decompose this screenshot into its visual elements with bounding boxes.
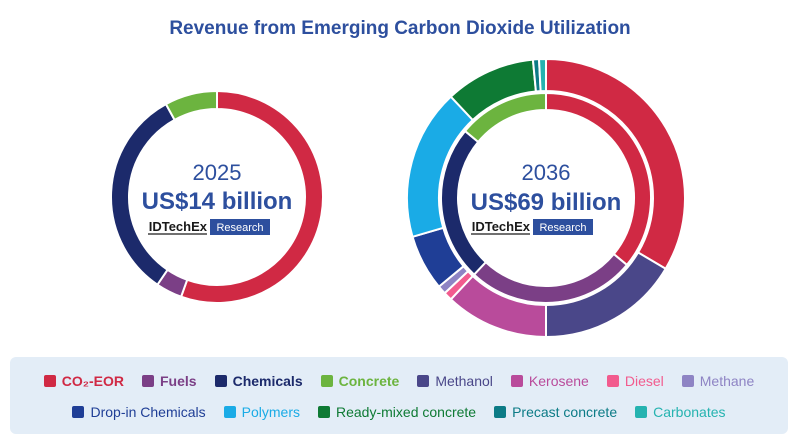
legend-label-methane: Methane: [699, 373, 755, 389]
legend-label-co2-eor: CO₂-EOR: [61, 373, 124, 389]
legend-item-polymers: Polymers: [223, 404, 300, 420]
donut-2025-year: 2025: [193, 160, 242, 185]
legend-label-kerosene: Kerosene: [528, 373, 589, 389]
donut-2025-idtechex-logo: IDTechEx Research: [148, 219, 270, 235]
donut-2036-brand-name: IDTechEx: [472, 219, 531, 234]
legend-item-chemicals: Chemicals: [214, 373, 303, 389]
donut-2025-brand-tag: Research: [216, 222, 263, 234]
legend-item-methanol: Methanol: [417, 373, 493, 389]
legend-row-2: Drop-in Chemicals Polymers Ready-mixed con…: [10, 404, 788, 420]
legend-label-diesel: Diesel: [624, 373, 664, 389]
donut-charts: 2025 US$14 billion IDTechEx Research 2036 US$…: [110, 57, 686, 339]
legend-item-ready-mixed-concrete: Ready-mixed concrete: [318, 404, 476, 420]
legend-row-1: CO₂-EOR Fuels Chemicals Concrete Methanol Ker…: [10, 373, 788, 389]
legend-swatch-diesel: [606, 375, 619, 387]
legend-item-co2-eor: CO₂-EOR: [43, 373, 124, 389]
legend-swatch-fuels: [142, 375, 154, 387]
legend-item-concrete: Concrete: [320, 373, 400, 389]
legend-item-precast-concrete: Precast concrete: [494, 404, 617, 420]
legend-swatch-co2-eor: [43, 375, 56, 387]
legend-label-fuels: Fuels: [160, 373, 197, 389]
legend-item-drop-in-chemicals: Drop-in Chemicals: [72, 404, 206, 420]
chart-title: Revenue from Emerging Carbon Dioxide Uti…: [169, 18, 631, 39]
legend-swatch-carbonates: [635, 406, 648, 418]
legend-swatch-kerosene: [510, 375, 523, 387]
legend-label-drop-in-chemicals: Drop-in Chemicals: [90, 404, 206, 420]
legend-swatch-ready-mixed-concrete: [318, 406, 330, 418]
legend-item-diesel: Diesel: [606, 373, 664, 389]
legend-swatch-polymers: [223, 406, 236, 418]
legend-swatch-methanol: [417, 375, 430, 387]
legend-swatch-chemicals: [214, 375, 227, 387]
legend-label-concrete: Concrete: [338, 373, 400, 389]
donut-2036-total: US$69 billion: [471, 189, 622, 216]
legend-label-polymers: Polymers: [241, 404, 300, 420]
legend-item-kerosene: Kerosene: [510, 373, 589, 389]
donut-2036-inner-slice-concrete: [463, 91, 547, 144]
donut-2025-total: US$14 billion: [142, 188, 293, 215]
legend-label-precast-concrete: Precast concrete: [512, 404, 618, 420]
donut-2025-slice-concrete: [164, 89, 218, 122]
donut-2036-brand-tag: Research: [539, 222, 586, 234]
donut-2036-year: 2036: [522, 160, 571, 185]
legend-item-fuels: Fuels: [142, 373, 197, 389]
legend: CO₂-EOR Fuels Chemicals Concrete Methanol Ker…: [10, 357, 788, 434]
donut-2036-outer-slice-carbonates: [537, 57, 547, 93]
legend-swatch-methane: [681, 375, 694, 387]
legend-item-carbonates: Carbonates: [635, 404, 726, 420]
legend-swatch-drop-in-chemicals: [72, 406, 85, 418]
legend-swatch-concrete: [320, 375, 333, 387]
legend-item-methane: Methane: [681, 373, 755, 389]
donut-2036-idtechex-logo: IDTechEx Research: [471, 219, 593, 235]
legend-swatch-precast-concrete: [494, 406, 507, 418]
legend-label-chemicals: Chemicals: [232, 373, 303, 389]
legend-label-ready-mixed-concrete: Ready-mixed concrete: [336, 404, 477, 420]
legend-label-carbonates: Carbonates: [653, 404, 726, 420]
legend-label-methanol: Methanol: [435, 373, 493, 389]
donut-2025-brand-name: IDTechEx: [149, 219, 208, 234]
